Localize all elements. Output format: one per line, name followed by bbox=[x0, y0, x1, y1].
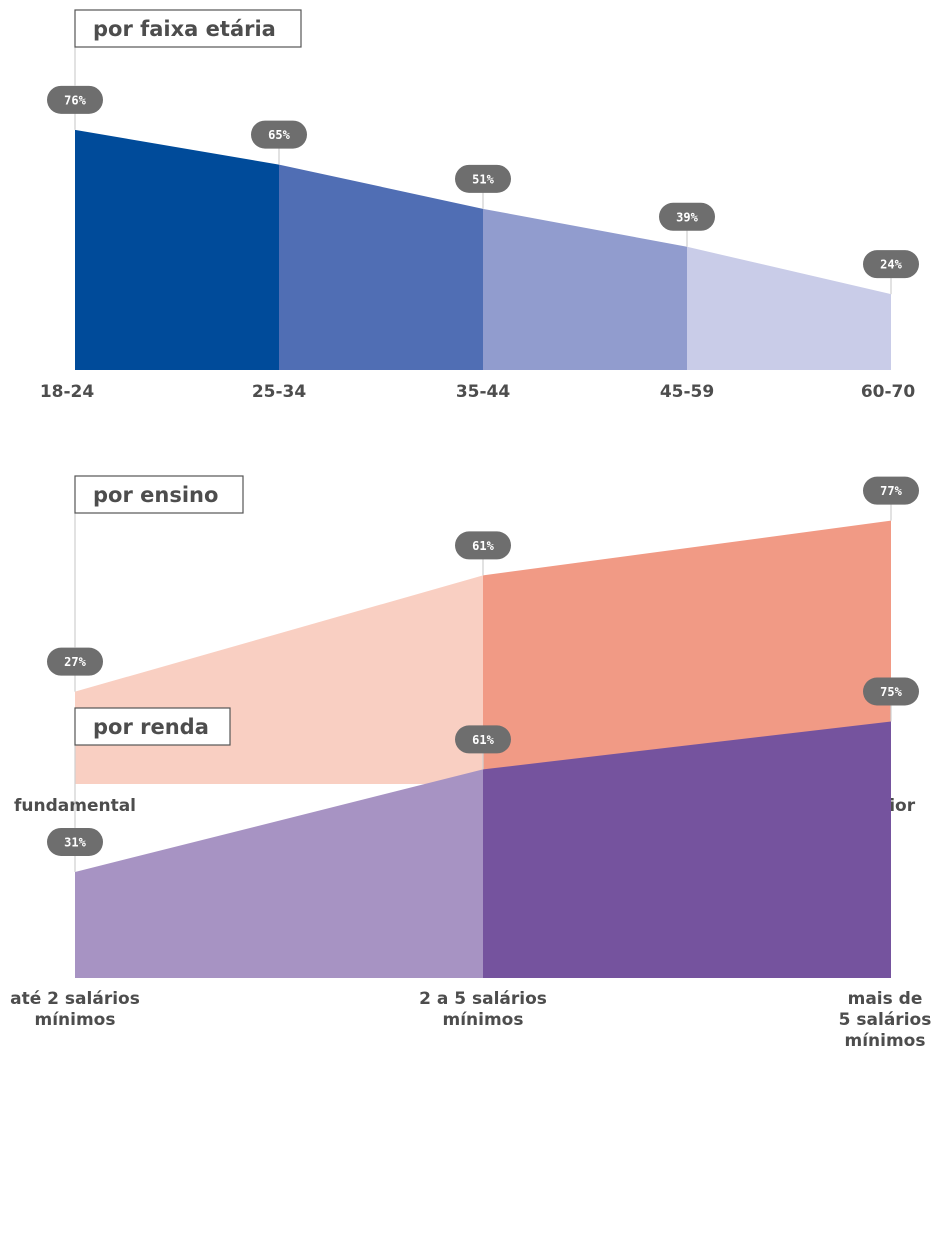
value-badge bbox=[863, 677, 919, 706]
value-label: 76% bbox=[64, 93, 86, 107]
chart-title: por renda bbox=[93, 715, 209, 739]
category-label-line: 60-70 bbox=[861, 382, 916, 402]
category-label: 35-44 bbox=[456, 382, 511, 402]
category-label-line: 5 salários bbox=[839, 1010, 932, 1030]
area-segment bbox=[279, 164, 483, 370]
area-segment bbox=[75, 575, 483, 784]
value-label: 77% bbox=[880, 484, 902, 498]
category-label-line: 18-24 bbox=[40, 382, 95, 402]
area-segment bbox=[483, 208, 687, 370]
chart-title-box bbox=[74, 707, 231, 746]
value-badge bbox=[863, 476, 919, 505]
chart-title-box bbox=[74, 9, 302, 48]
value-badge bbox=[251, 120, 307, 149]
value-label: 51% bbox=[472, 172, 494, 186]
value-badge bbox=[47, 85, 103, 114]
category-label-line: 2 a 5 salários bbox=[419, 989, 547, 1009]
category-label: até 2 salários mínimos bbox=[10, 989, 140, 1030]
area-segment bbox=[75, 129, 279, 370]
category-label: 18-24 bbox=[40, 382, 95, 402]
category-label-line: 35-44 bbox=[456, 382, 511, 402]
value-label: 75% bbox=[880, 685, 902, 699]
area-segment bbox=[483, 520, 891, 784]
category-label: 2 a 5 salários mínimos bbox=[419, 989, 547, 1030]
area-segment bbox=[75, 769, 483, 978]
value-badge bbox=[455, 725, 511, 754]
value-badge bbox=[863, 250, 919, 279]
value-badge bbox=[659, 202, 715, 231]
value-label: 39% bbox=[676, 210, 698, 224]
category-label: 60-70 bbox=[861, 382, 916, 402]
area-segment bbox=[483, 721, 891, 978]
value-label: 31% bbox=[64, 835, 86, 849]
category-label-line: mais de bbox=[848, 989, 923, 1009]
value-badge bbox=[47, 647, 103, 676]
category-label-line: mínimos bbox=[35, 1010, 116, 1030]
value-label: 61% bbox=[472, 733, 494, 747]
category-label-line: mínimos bbox=[443, 1010, 524, 1030]
category-label-line: 25-34 bbox=[252, 382, 307, 402]
area-segment bbox=[687, 246, 891, 370]
chart-title: por ensino bbox=[93, 483, 218, 507]
value-badge bbox=[455, 164, 511, 193]
category-label-line: 45-59 bbox=[660, 382, 714, 402]
value-label: 24% bbox=[880, 258, 902, 272]
chart-title-box bbox=[74, 475, 244, 514]
value-badge bbox=[455, 531, 511, 560]
chart-0: 76% 65% 51% 39% 24% por faixa etária 18-24 25-3… bbox=[40, 9, 919, 402]
category-label: 45-59 bbox=[660, 382, 714, 402]
category-label-line: mínimos bbox=[845, 1031, 926, 1051]
category-label-line: até 2 salários bbox=[10, 989, 140, 1009]
value-label: 65% bbox=[268, 128, 290, 142]
value-label: 27% bbox=[64, 655, 86, 669]
category-label: mais de 5 salários mínimos bbox=[839, 989, 932, 1051]
category-label: 25-34 bbox=[252, 382, 307, 402]
chart-title: por faixa etária bbox=[93, 17, 276, 41]
value-label: 61% bbox=[472, 539, 494, 553]
value-badge bbox=[47, 827, 103, 856]
